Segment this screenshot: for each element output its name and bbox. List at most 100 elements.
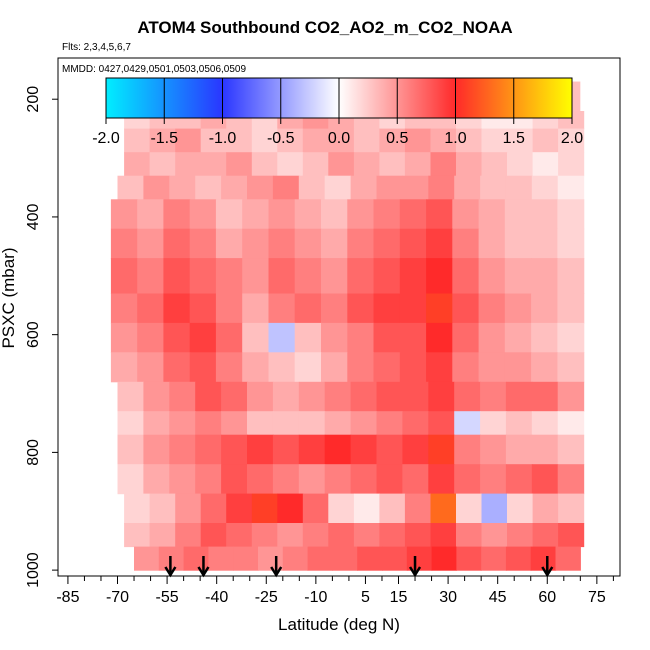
heat-cell (480, 175, 507, 200)
colorbar-tick-label: -1.5 (150, 130, 178, 147)
colorbar-tick-label: 1.0 (444, 130, 466, 147)
heat-cell (557, 352, 585, 383)
heat-cell (324, 434, 352, 465)
heat-cell (376, 464, 403, 495)
x-tick-label: -40 (205, 589, 228, 606)
heat-cell (110, 258, 138, 294)
x-axis: -85 -70 -55 -40 -25 -10 5 15 30 45 60 75 (56, 576, 614, 606)
heat-cell (452, 199, 480, 230)
heat-cell (428, 381, 455, 412)
heat-cell (480, 464, 507, 495)
heat-cell (321, 228, 348, 259)
heat-cell (298, 175, 326, 200)
heat-cell (215, 293, 243, 324)
heat-cell (242, 258, 270, 294)
heat-cell (124, 493, 151, 524)
heat-cell (373, 322, 401, 353)
heat-cell (294, 352, 322, 383)
heat-cell (402, 175, 429, 200)
heat-cell (505, 175, 533, 200)
heat-cell (242, 352, 270, 383)
heat-cell (302, 152, 329, 177)
heat-cell (481, 152, 508, 177)
heat-cell (332, 546, 358, 571)
heat-cell (117, 381, 144, 412)
heat-cell (531, 464, 559, 495)
x-tick-label: -25 (255, 589, 278, 606)
heat-cell (163, 352, 191, 383)
heat-cell (504, 258, 532, 294)
heat-cell (555, 546, 581, 571)
heat-cell (557, 199, 585, 230)
chart-title: ATOM4 Southbound CO2_AO2_m_CO2_NOAA (137, 18, 513, 37)
profile-arrowhead (408, 566, 422, 578)
heat-cell (215, 228, 243, 259)
x-tick-label: -70 (106, 589, 129, 606)
heat-cell (324, 381, 352, 412)
heat-cell (200, 493, 227, 524)
heat-cell (247, 411, 274, 436)
heat-cell (557, 293, 585, 324)
heat-cell (426, 199, 453, 230)
heat-cell (195, 175, 222, 200)
heat-cell (163, 199, 191, 230)
heat-cell (426, 258, 453, 294)
profile-markers (164, 556, 554, 578)
heat-cell (183, 546, 209, 571)
heat-cell (531, 381, 559, 412)
heat-cell (452, 258, 480, 294)
heat-cell (221, 464, 248, 495)
heat-cell (195, 434, 222, 465)
heat-cell (215, 322, 243, 353)
x-tick-label: -85 (56, 589, 79, 606)
x-tick-label: 60 (538, 589, 556, 606)
heat-cell (163, 228, 191, 259)
heat-cell (480, 381, 507, 412)
heat-cell (268, 293, 296, 324)
heat-cell (504, 352, 532, 383)
x-tick-label: 15 (390, 589, 408, 606)
heat-cell (110, 228, 138, 259)
heat-cell (298, 464, 326, 495)
colorbar-axis: -2.0 -1.5 -1.0 -0.5 0.0 0.5 1.0 1.5 2.0 (92, 78, 583, 147)
heat-cell (163, 258, 191, 294)
heat-cell (557, 175, 585, 200)
heat-cell (117, 464, 144, 495)
heat-cell (163, 322, 191, 353)
heat-cell (175, 523, 202, 548)
heat-cell (328, 152, 355, 177)
heat-cell (557, 322, 585, 353)
heat-cell (294, 322, 322, 353)
heat-cell (373, 258, 401, 294)
heat-cell (189, 199, 217, 230)
heat-cell (242, 228, 270, 259)
heat-cell (505, 546, 532, 571)
heat-cell (452, 322, 480, 353)
heat-cell (324, 464, 352, 495)
heat-cell (277, 493, 304, 524)
y-axis-label: PSXC (mbar) (0, 247, 18, 348)
heat-cell (454, 381, 481, 412)
heat-cell (298, 411, 326, 436)
heat-cell (507, 523, 534, 548)
heat-cell (456, 523, 483, 548)
heat-cell (373, 199, 401, 230)
heatmap-layer (110, 81, 585, 571)
heat-cell (481, 546, 507, 571)
heat-cell (481, 128, 508, 153)
heat-cell (189, 228, 217, 259)
heat-cell (478, 199, 506, 230)
heat-cell (347, 258, 375, 294)
heat-cell (137, 293, 165, 324)
heat-cell (226, 152, 253, 177)
heat-cell (373, 228, 401, 259)
heat-cell (557, 464, 585, 495)
heat-cell (175, 493, 202, 524)
heat-cell (452, 352, 480, 383)
profile-arrowhead (197, 566, 210, 578)
x-tick-label: -55 (156, 589, 179, 606)
heat-cell (143, 464, 170, 495)
y-tick-label: 600 (25, 321, 42, 348)
heat-cell (504, 293, 532, 324)
heat-cell (321, 322, 348, 353)
